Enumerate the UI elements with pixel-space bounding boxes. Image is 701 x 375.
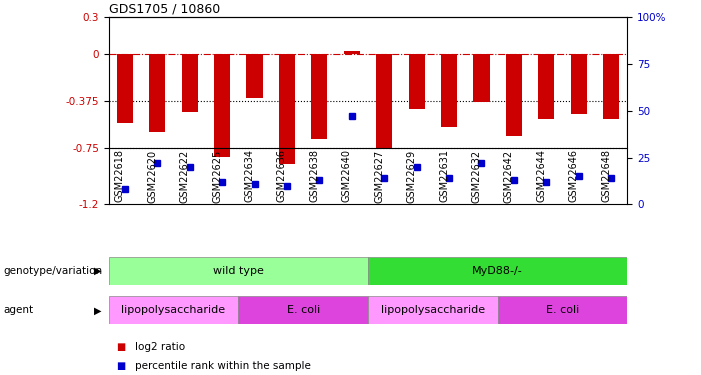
Text: percentile rank within the sample: percentile rank within the sample: [135, 361, 311, 370]
Text: agent: agent: [4, 305, 34, 315]
Text: GSM22644: GSM22644: [536, 149, 546, 202]
Text: GSM22646: GSM22646: [569, 149, 579, 202]
Bar: [441, 54, 457, 127]
Bar: [247, 54, 263, 98]
Text: GSM22642: GSM22642: [504, 149, 514, 202]
Text: ▶: ▶: [94, 266, 102, 276]
Bar: [117, 54, 133, 123]
Bar: [603, 54, 619, 119]
Text: lipopolysaccharide: lipopolysaccharide: [381, 305, 485, 315]
Text: GSM22620: GSM22620: [147, 149, 157, 202]
Bar: [149, 54, 165, 132]
Bar: [409, 54, 425, 110]
Bar: [109, 296, 238, 324]
Text: GSM22622: GSM22622: [179, 149, 190, 202]
Bar: [109, 257, 368, 285]
Text: GSM22634: GSM22634: [245, 149, 254, 202]
Bar: [368, 257, 627, 285]
Bar: [368, 296, 498, 324]
Bar: [343, 51, 360, 54]
Text: GSM22648: GSM22648: [601, 149, 611, 202]
Text: GSM22618: GSM22618: [115, 149, 125, 202]
Bar: [506, 54, 522, 136]
Text: E. coli: E. coli: [287, 305, 320, 315]
Text: ▶: ▶: [94, 305, 102, 315]
Text: GSM22625: GSM22625: [212, 149, 222, 202]
Text: genotype/variation: genotype/variation: [4, 266, 102, 276]
Text: GSM22638: GSM22638: [309, 149, 320, 202]
Text: E. coli: E. coli: [546, 305, 579, 315]
Text: GSM22632: GSM22632: [472, 149, 482, 202]
Text: GSM22627: GSM22627: [374, 149, 384, 202]
Text: ■: ■: [116, 361, 125, 370]
Bar: [238, 296, 368, 324]
Bar: [311, 54, 327, 140]
Text: wild type: wild type: [213, 266, 264, 276]
Text: GSM22636: GSM22636: [277, 149, 287, 202]
Text: GSM22640: GSM22640: [342, 149, 352, 202]
Bar: [538, 54, 554, 119]
Bar: [376, 54, 393, 148]
Text: ■: ■: [116, 342, 125, 352]
Text: GSM22631: GSM22631: [439, 149, 449, 202]
Text: GSM22629: GSM22629: [407, 149, 416, 202]
Bar: [473, 54, 489, 102]
Bar: [182, 54, 198, 112]
Text: lipopolysaccharide: lipopolysaccharide: [121, 305, 226, 315]
Bar: [571, 54, 587, 114]
Text: MyD88-/-: MyD88-/-: [472, 266, 523, 276]
Text: log2 ratio: log2 ratio: [135, 342, 186, 352]
Bar: [279, 54, 295, 164]
Bar: [214, 54, 230, 157]
Bar: [498, 296, 627, 324]
Text: GDS1705 / 10860: GDS1705 / 10860: [109, 3, 220, 16]
